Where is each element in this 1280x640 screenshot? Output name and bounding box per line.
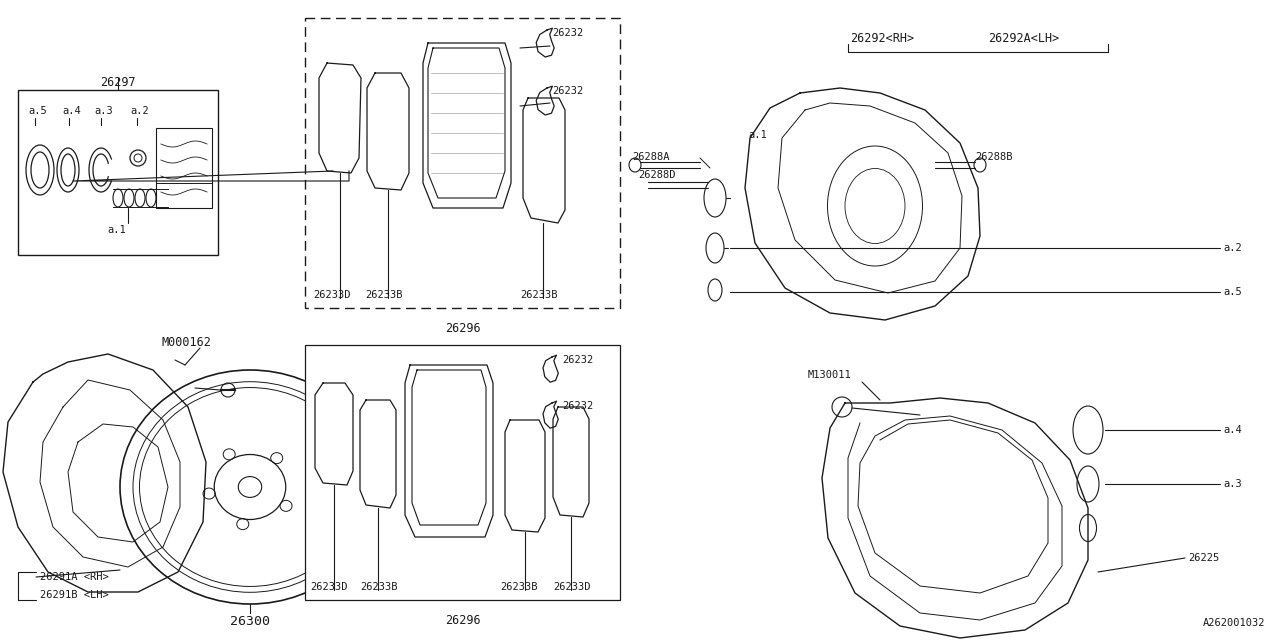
Text: a.4: a.4 [61,106,81,116]
Text: 26233B: 26233B [360,582,398,592]
Text: 26225: 26225 [1188,553,1220,563]
Text: a.2: a.2 [1222,243,1242,253]
Text: M000162: M000162 [163,336,212,349]
Text: A262001032: A262001032 [1202,618,1265,628]
Text: 26291B <LH>: 26291B <LH> [40,590,109,600]
Text: 26288D: 26288D [637,170,676,180]
Text: 26233D: 26233D [310,582,347,592]
Text: 26232: 26232 [552,28,584,38]
Text: 26232: 26232 [562,355,593,365]
Text: 26291A <RH>: 26291A <RH> [40,572,109,582]
Text: 26288A: 26288A [632,152,669,162]
Text: 26233D: 26233D [553,582,590,592]
FancyBboxPatch shape [18,90,218,255]
Text: 26292<RH>: 26292<RH> [850,32,914,45]
Text: 26233D: 26233D [314,290,351,300]
Text: a.5: a.5 [28,106,47,116]
Text: M130011: M130011 [808,370,851,380]
Text: a.1: a.1 [108,225,127,235]
Text: a.3: a.3 [1222,479,1242,489]
Text: a.2: a.2 [131,106,148,116]
Text: a.3: a.3 [93,106,113,116]
Text: a.1: a.1 [748,130,767,140]
Text: 26297: 26297 [100,76,136,89]
Text: 26233B: 26233B [365,290,402,300]
Text: a.5: a.5 [1222,287,1242,297]
Text: 26232: 26232 [562,401,593,411]
Text: 26232: 26232 [552,86,584,96]
Text: 26233B: 26233B [500,582,538,592]
Text: 26233B: 26233B [520,290,558,300]
FancyBboxPatch shape [305,18,620,308]
Text: 26296: 26296 [444,614,480,627]
FancyBboxPatch shape [305,345,620,600]
FancyBboxPatch shape [156,128,212,208]
Text: 26292A<LH>: 26292A<LH> [988,32,1060,45]
Text: 26288B: 26288B [975,152,1012,162]
Text: a.4: a.4 [1222,425,1242,435]
Text: 26300: 26300 [230,614,270,628]
Text: 26296: 26296 [444,322,480,335]
